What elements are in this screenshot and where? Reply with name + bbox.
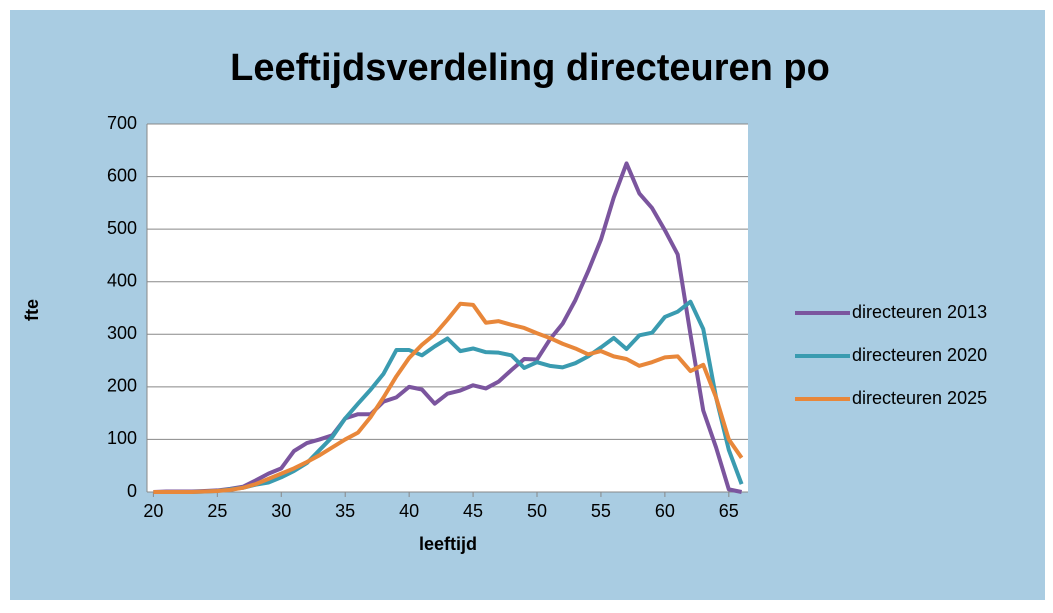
y-tick-label: 200 (107, 376, 137, 396)
x-tick-label: 40 (399, 501, 419, 521)
x-tick-label: 50 (527, 501, 547, 521)
x-tick-label: 60 (655, 501, 675, 521)
y-tick-label: 100 (107, 428, 137, 448)
y-tick-label: 500 (107, 218, 137, 238)
y-tick-label: 600 (107, 165, 137, 185)
x-tick-label: 55 (591, 501, 611, 521)
y-tick-label: 400 (107, 270, 137, 290)
y-tick-label: 0 (127, 481, 137, 501)
y-axis-label: fte (22, 299, 42, 321)
x-tick-label: 25 (207, 501, 227, 521)
y-tick-label: 300 (107, 323, 137, 343)
x-axis-label: leeftijd (419, 534, 477, 554)
plot-area (147, 124, 748, 492)
x-tick-label: 35 (335, 501, 355, 521)
x-tick-label: 20 (143, 501, 163, 521)
x-tick-label: 45 (463, 501, 483, 521)
y-tick-label: 700 (107, 113, 137, 133)
legend-label: directeuren 2013 (852, 302, 987, 322)
chart-title: Leeftijdsverdeling directeuren po (230, 47, 830, 89)
legend-label: directeuren 2025 (852, 388, 987, 408)
series-line (153, 301, 744, 494)
legend-label: directeuren 2020 (852, 345, 987, 365)
series-line (153, 161, 743, 494)
x-tick-label: 65 (719, 501, 739, 521)
x-tick-label: 30 (271, 501, 291, 521)
